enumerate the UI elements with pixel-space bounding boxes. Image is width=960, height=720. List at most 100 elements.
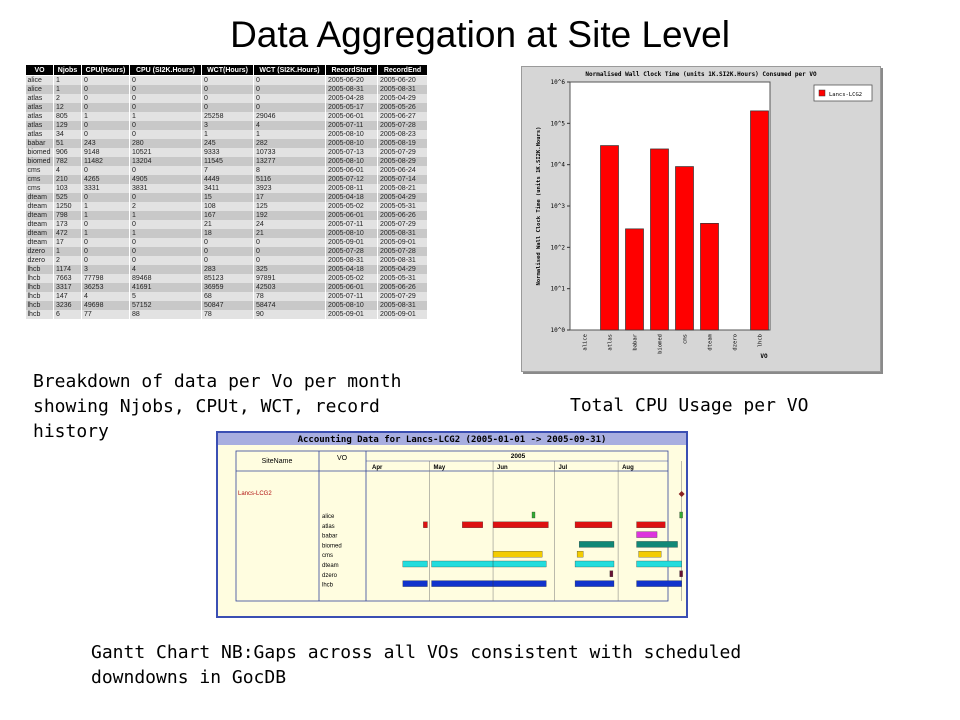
- table-cell: 1: [53, 85, 82, 94]
- table-cell: 103: [53, 184, 82, 193]
- table-cell: 1: [129, 211, 202, 220]
- table-cell: 4: [129, 265, 202, 274]
- table-cell: 3317: [53, 283, 82, 292]
- table-row: cms 4 0 0 7 8 2005-06-01 2005-06-24: [25, 166, 428, 175]
- table-cell: 10733: [253, 148, 326, 157]
- vo-label-dteam: dteam: [322, 563, 339, 569]
- table-row: atlas 129 0 0 3 4 2005-07-11 2005-07-28: [25, 121, 428, 130]
- table-cell: 2005-06-01: [325, 166, 378, 175]
- table-row: atlas 2 0 0 0 0 2005-04-28 2005-04-29: [25, 94, 428, 103]
- table-cell: 2005-08-10: [325, 130, 378, 139]
- gantt-bar-dteam: [492, 560, 547, 568]
- table-cell: 2005-06-26: [377, 283, 428, 292]
- table-cell: 0: [129, 130, 202, 139]
- vo-label-babar: babar: [322, 534, 337, 540]
- table-cell: 245: [201, 139, 254, 148]
- table-cell: atlas: [25, 121, 54, 130]
- gantt-chart-svg: Accounting Data for Lancs-LCG2 (2005-01-…: [218, 433, 686, 602]
- month-label: Jul: [559, 465, 568, 471]
- table-cell: 125: [253, 202, 326, 211]
- table-cell: 1: [53, 75, 82, 85]
- table-cell: babar: [25, 139, 54, 148]
- table-row: dteam 472 1 1 18 21 2005-08-10 2005-08-31: [25, 229, 428, 238]
- month-label: Aug: [622, 465, 634, 471]
- table-cell: 2005-07-11: [325, 121, 378, 130]
- column-header: WCT (SI2K.Hours): [253, 64, 326, 76]
- column-header: WCT(Hours): [201, 64, 254, 76]
- x-tick-label: lhcb: [758, 334, 764, 347]
- table-cell: dzero: [25, 247, 54, 256]
- gantt-bar-dzero: [679, 570, 683, 577]
- table-cell: 243: [81, 139, 130, 148]
- table-cell: lhcb: [25, 292, 54, 301]
- vo-label-atlas: atlas: [322, 524, 335, 530]
- gantt-bar-cms: [576, 551, 584, 558]
- table-cell: 167: [201, 211, 254, 220]
- table-cell: 11482: [81, 157, 130, 166]
- column-header: CPU (SI2K.Hours): [129, 64, 202, 76]
- column-header: Njobs: [53, 64, 82, 76]
- table-cell: 89468: [129, 274, 202, 283]
- gantt-bar-lhcb: [574, 580, 615, 587]
- gantt-bar-dteam: [636, 560, 682, 568]
- table-cell: 13204: [129, 157, 202, 166]
- table-row: dzero 2 0 0 0 0 2005-08-31 2005-08-31: [25, 256, 428, 265]
- table-cell: 2005-07-14: [377, 175, 428, 184]
- table-cell: 41691: [129, 283, 202, 292]
- table-cell: 0: [129, 166, 202, 175]
- table-cell: 4265: [81, 175, 130, 184]
- table-cell: 0: [201, 94, 254, 103]
- table-cell: 0: [81, 247, 130, 256]
- gantt-frame-border: [235, 450, 669, 602]
- table-cell: alice: [25, 75, 54, 85]
- table-row: alice 1 0 0 0 0 2005-06-20 2005-06-20: [25, 75, 428, 85]
- table-cell: lhcb: [25, 310, 54, 319]
- y-tick-label: 10^0: [551, 327, 566, 334]
- table-cell: 472: [53, 229, 82, 238]
- table-cell: 2005-05-31: [377, 202, 428, 211]
- table-cell: 0: [81, 166, 130, 175]
- table-cell: 805: [53, 112, 82, 121]
- table-row: lhcb 7663 77798 89468 85123 97891 2005-05-02 20…: [25, 274, 428, 283]
- vo-usage-table-wrap: VO Njobs CPU(Hours) CPU (SI2K.Hours) WCT(Hou…: [25, 64, 428, 319]
- table-row: biomed 906 9148 10521 9333 10733 2005-07-13 200…: [25, 148, 428, 157]
- x-tick-label: cms: [683, 334, 689, 344]
- table-cell: 0: [129, 85, 202, 94]
- table-cell: atlas: [25, 94, 54, 103]
- gantt-bar-lhcb: [492, 580, 547, 587]
- table-cell: biomed: [25, 148, 54, 157]
- slide-title: Data Aggregation at Site Level: [230, 14, 730, 55]
- table-row: dteam 17 0 0 0 0 2005-09-01 2005-09-01: [25, 238, 428, 247]
- table-cell: 192: [253, 211, 326, 220]
- table-cell: 1: [201, 130, 254, 139]
- table-cell: 283: [201, 265, 254, 274]
- table-cell: 2005-05-17: [325, 103, 378, 112]
- table-cell: 49698: [81, 301, 130, 310]
- table-cell: 280: [129, 139, 202, 148]
- table-header-row: VO Njobs CPU(Hours) CPU (SI2K.Hours) WCT(Hou…: [25, 64, 428, 76]
- table-cell: cms: [25, 166, 54, 175]
- table-cell: 50847: [201, 301, 254, 310]
- table-cell: cms: [25, 175, 54, 184]
- vo-label-cms: cms: [322, 553, 333, 559]
- y-axis-label: Normalised Wall Clock Time (units 1K.SI2…: [536, 127, 542, 286]
- table-cell: 1250: [53, 202, 82, 211]
- table-cell: 2005-04-18: [325, 193, 378, 202]
- table-cell: 4905: [129, 175, 202, 184]
- table-cell: 0: [201, 75, 254, 85]
- gantt-bar-atlas: [462, 521, 483, 528]
- table-cell: 2005-04-29: [377, 193, 428, 202]
- table-cell: 85123: [201, 274, 254, 283]
- table-cell: 1: [81, 112, 130, 121]
- table-cell: 2005-08-31: [325, 256, 378, 265]
- table-cell: 2005-06-27: [377, 112, 428, 121]
- column-header: CPU(Hours): [81, 64, 130, 76]
- gantt-bar-biomed: [636, 541, 678, 548]
- table-row: dteam 798 1 1 167 192 2005-06-01 2005-06-26: [25, 211, 428, 220]
- table-row: atlas 12 0 0 0 0 2005-05-17 2005-05-26: [25, 103, 428, 112]
- table-cell: 17: [253, 193, 326, 202]
- table-row: cms 103 3331 3831 3411 3923 2005-08-11 2005-08-…: [25, 184, 428, 193]
- table-cell: 2005-06-01: [325, 283, 378, 292]
- table-cell: 0: [81, 130, 130, 139]
- table-cell: 18: [201, 229, 254, 238]
